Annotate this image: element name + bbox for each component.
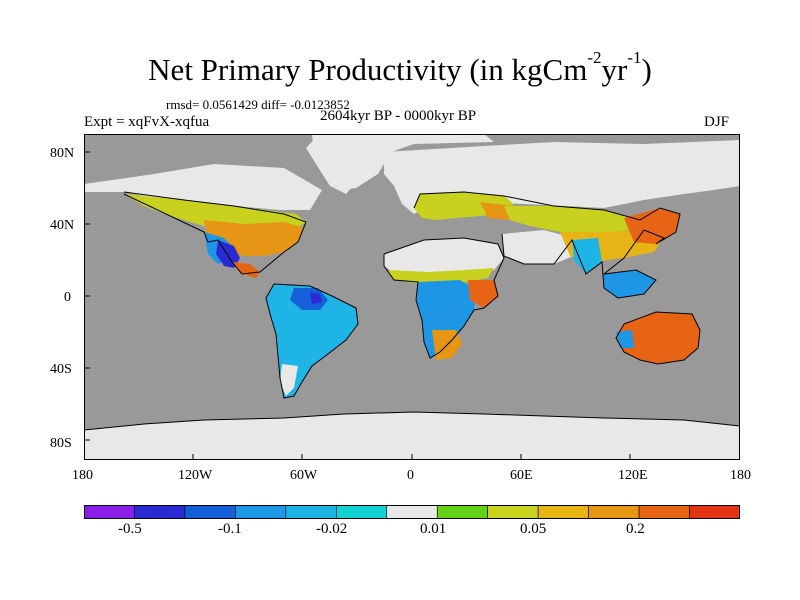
coast-south-america (265, 283, 359, 399)
coast-africa (383, 237, 505, 359)
colorbar-label-1: -0.5 (118, 521, 142, 537)
central-africa (416, 280, 476, 358)
east-asia (624, 208, 680, 244)
coastlines (123, 191, 701, 399)
season-label: DJF (704, 114, 730, 130)
colorbar-cell (134, 505, 186, 519)
lon-label-180e: 180 (730, 468, 751, 483)
central-asia (504, 206, 640, 234)
plot-title: Net Primary Productivity (in kgCm-2yr-1) (148, 48, 652, 87)
colorbar-cell (638, 505, 690, 519)
lat-label-80s: 80S (50, 436, 72, 451)
australia (616, 312, 700, 364)
colorbar-cell (386, 505, 438, 519)
colorbar-cell (336, 505, 388, 519)
southeast-asia (604, 270, 656, 298)
colorbar-label-2: -0.1 (218, 521, 242, 537)
experiment-label: Expt = xqFvX-xqfua (84, 114, 210, 130)
coast-north-america (123, 191, 307, 275)
colorbar-cell (235, 505, 287, 519)
north-america-canada (124, 194, 306, 232)
middle-east (502, 230, 578, 264)
world-map (84, 134, 740, 460)
india (572, 238, 602, 274)
lat-label-80n: 80N (50, 146, 75, 161)
colorbar-cell (285, 505, 337, 519)
lon-label-0: 0 (407, 468, 414, 483)
lon-label-120e: 120E (618, 468, 648, 483)
colorbar-label-5: 0.05 (520, 521, 547, 537)
colorbar-label-3: -0.02 (316, 521, 348, 537)
antarctica (84, 412, 740, 460)
colorbar-cell (436, 505, 488, 519)
east-africa (468, 280, 498, 308)
colorbar-cell (487, 505, 539, 519)
colorbar-frame (84, 505, 740, 519)
lat-label-40s: 40S (50, 362, 72, 377)
colorbar (84, 505, 740, 519)
lon-label-60w: 60W (290, 468, 318, 483)
stats-text: rmsd= 0.0561429 diff= -0.0123852 (166, 97, 350, 112)
lon-label-120w: 120W (178, 468, 213, 483)
central-america (232, 262, 260, 278)
lat-label-40n: 40N (50, 218, 75, 233)
colorbar-label-4: 0.01 (420, 521, 447, 537)
colorbar-cell (689, 505, 740, 519)
lon-label-60e: 60E (510, 468, 533, 483)
south-america-south (280, 364, 298, 396)
colorbar-cells (84, 505, 740, 519)
lat-label-0: 0 (64, 290, 71, 305)
coast-australia (615, 311, 701, 365)
amazon-core (310, 292, 322, 304)
period-label: 2604kyr BP - 0000kyr BP (320, 108, 477, 124)
lon-label-180w: 180 (72, 468, 93, 483)
colorbar-cell (588, 505, 640, 519)
colorbar-cell (184, 505, 236, 519)
amazon-negative (290, 288, 328, 310)
coast-eurasia (413, 191, 681, 299)
north-america-north (84, 164, 322, 210)
sahel (388, 268, 494, 284)
greenland (312, 134, 390, 190)
colorbar-label-6: 0.2 (626, 521, 645, 537)
colorbar-cell (84, 505, 135, 519)
sahara (384, 238, 504, 274)
australia-west (616, 330, 634, 348)
axis-ticks (84, 151, 631, 460)
colorbar-cell (537, 505, 589, 519)
antarctic-coast (84, 411, 740, 431)
